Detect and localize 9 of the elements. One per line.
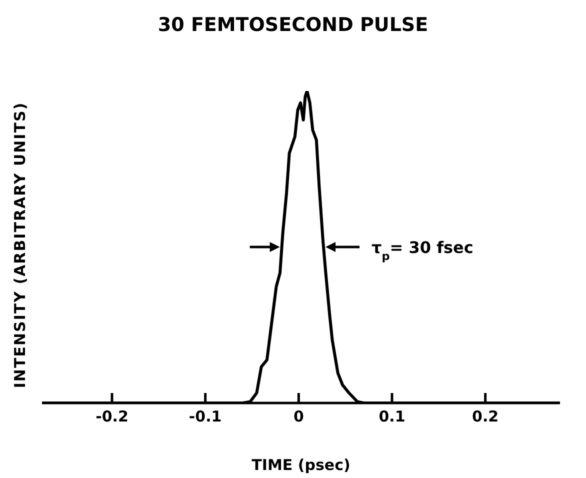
y-axis-title: INTENSITY (ARBITRARY UNITS) [11,102,29,388]
x-tick-label: 0 [293,408,304,426]
annotation: τ$_{p}$= 30 fsec [372,238,474,262]
x-axis-title: TIME (psec) [252,456,350,474]
chart-title: 30 FEMTOSECOND PULSE [156,14,430,36]
x-tick-label: 0.2 [472,408,499,426]
x-tick-label: -0.1 [188,408,222,426]
x-tick-label: 0.1 [378,408,406,426]
x-tick-label: -0.2 [96,408,128,426]
